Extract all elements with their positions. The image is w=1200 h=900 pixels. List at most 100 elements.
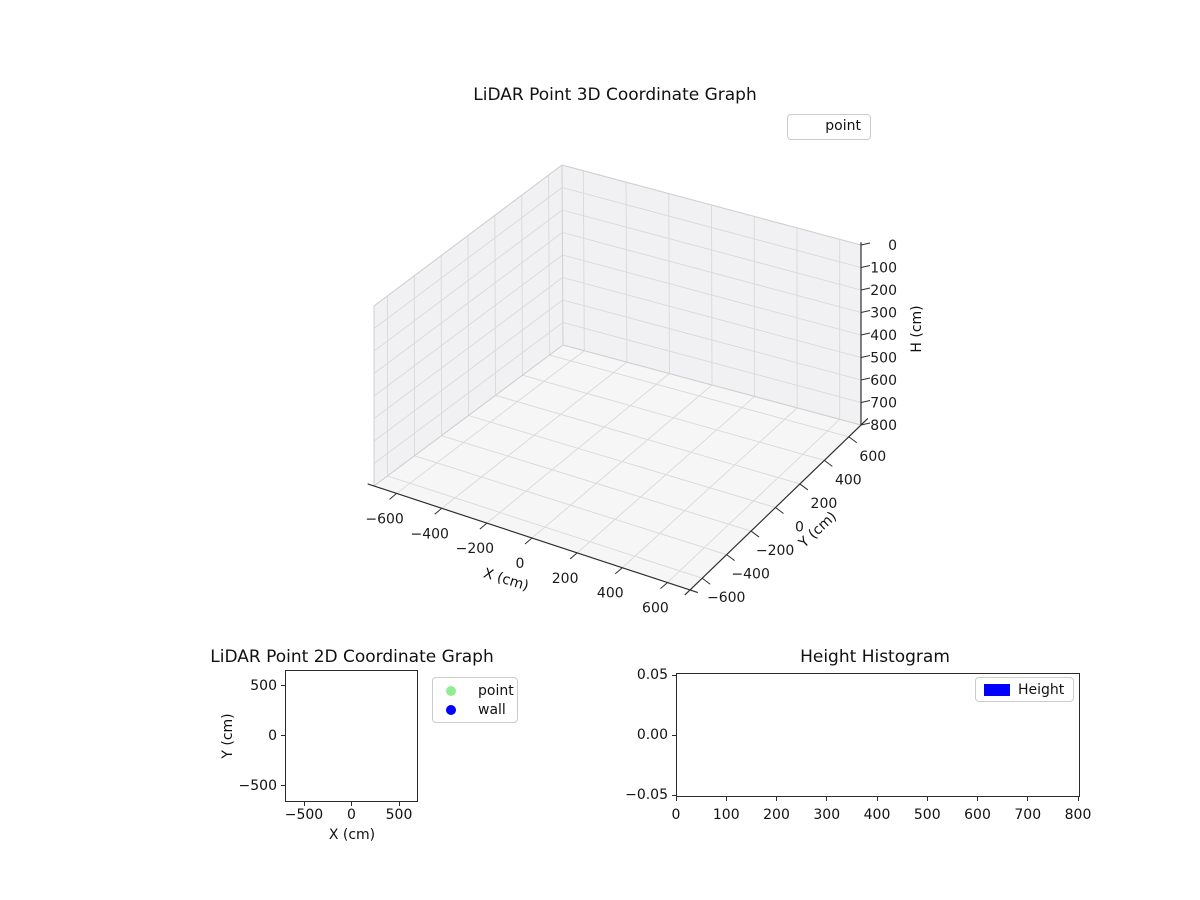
tick-label: 0 (671, 807, 681, 823)
plot2d-legend-row-point: point (446, 683, 517, 699)
tick-mark (977, 797, 978, 801)
tick-mark (672, 734, 676, 736)
tick-label: 100 (712, 807, 740, 823)
tick-label: 600 (964, 807, 991, 823)
grid-line (373, 209, 563, 352)
grid-line (562, 322, 862, 403)
tick-label: −600 (707, 590, 745, 606)
grid-line (549, 354, 849, 438)
tick-label: −600 (365, 511, 403, 527)
plot2d-axes (285, 670, 418, 802)
tick-mark (799, 483, 809, 491)
tick-mark (281, 785, 285, 786)
tick-mark (281, 685, 285, 686)
tick-mark (389, 493, 397, 500)
tick-label: 600 (870, 373, 897, 389)
tick-label: 400 (863, 807, 891, 823)
tick-label: 600 (859, 449, 886, 465)
tick-mark (351, 802, 352, 806)
plot3d-legend: point (787, 114, 871, 140)
tick-label: 0 (795, 520, 804, 536)
grid-line (373, 322, 564, 464)
tick-mark (281, 735, 285, 736)
tick-mark (398, 802, 400, 806)
box-edge (561, 164, 862, 246)
tick-mark (860, 355, 871, 358)
box-edge (373, 344, 564, 487)
tick-mark (860, 400, 871, 403)
hist-legend-row: Height (976, 678, 1073, 701)
tick-mark (860, 287, 871, 291)
grid-line (562, 187, 862, 268)
tick-label: 500 (250, 677, 277, 694)
tick-label: −500 (238, 777, 277, 794)
plot2d-title: LiDAR Point 2D Coordinate Graph (210, 647, 494, 667)
tick-mark (672, 794, 676, 796)
plot3d-title: LiDAR Point 3D Coordinate Graph (473, 85, 757, 105)
grid-line (373, 187, 563, 329)
grid-line (373, 277, 563, 419)
grid-line (414, 455, 727, 556)
plot2d-legend-label-point: point (478, 682, 514, 699)
height-swatch-icon (984, 683, 1010, 696)
plot3d-legend-label: point (825, 118, 861, 134)
tick-label: 400 (597, 586, 624, 602)
grid-line (522, 374, 825, 461)
tick-label: 300 (870, 306, 897, 322)
tick-mark (824, 459, 833, 467)
x-axis-line (367, 483, 699, 594)
grid-line (562, 277, 862, 358)
grid-line (373, 232, 563, 374)
tick-mark (726, 554, 735, 562)
tick-label: 300 (813, 807, 841, 823)
tick-mark (860, 242, 871, 246)
tick-label: 500 (913, 807, 941, 823)
grid-line (373, 254, 563, 397)
tick-mark (524, 537, 533, 545)
pane-floor (374, 345, 861, 590)
tick-mark (860, 422, 871, 426)
box-edge (561, 164, 564, 346)
grid-line (562, 254, 862, 336)
tick-mark (926, 797, 928, 801)
grid-line (468, 415, 776, 508)
tick-label: 0 (347, 807, 356, 823)
tick-label: 800 (870, 418, 897, 434)
tick-label: 600 (642, 601, 669, 617)
hist-legend: Height (975, 677, 1074, 702)
tick-mark (860, 265, 871, 268)
wall-marker-icon (446, 704, 456, 715)
tick-label: 400 (835, 472, 862, 488)
tick-label: 700 (1014, 807, 1042, 823)
tick-mark (860, 310, 871, 313)
tick-label: 500 (870, 351, 897, 367)
tick-label: 0 (516, 556, 525, 572)
tick-mark (675, 797, 677, 801)
tick-label: 100 (870, 261, 897, 277)
tick-mark (750, 530, 760, 538)
tick-mark (303, 802, 305, 806)
tick-mark (775, 507, 784, 514)
tick-label: −200 (756, 543, 794, 559)
tick-mark (876, 797, 878, 801)
tick-label: 0.05 (636, 667, 668, 683)
plot3d-zaxis-label: H (cm) (909, 305, 925, 353)
tick-mark (614, 567, 623, 575)
tick-mark (479, 522, 488, 530)
tick-mark (725, 797, 727, 801)
plot2d-legend-row-wall: wall (446, 702, 517, 718)
plot2d-legend-label-wall: wall (478, 701, 506, 718)
tick-mark (848, 436, 858, 444)
box-edge (373, 164, 563, 307)
tick-label: −400 (410, 526, 448, 542)
tick-mark (660, 582, 668, 589)
tick-label: 0 (268, 727, 277, 744)
tick-mark (860, 377, 871, 381)
tick-mark (1077, 797, 1079, 801)
tick-label: 200 (552, 571, 579, 587)
grid-line (441, 435, 752, 532)
plot2d-legend: point wall (432, 677, 518, 723)
hist-legend-label: Height (1018, 681, 1065, 698)
